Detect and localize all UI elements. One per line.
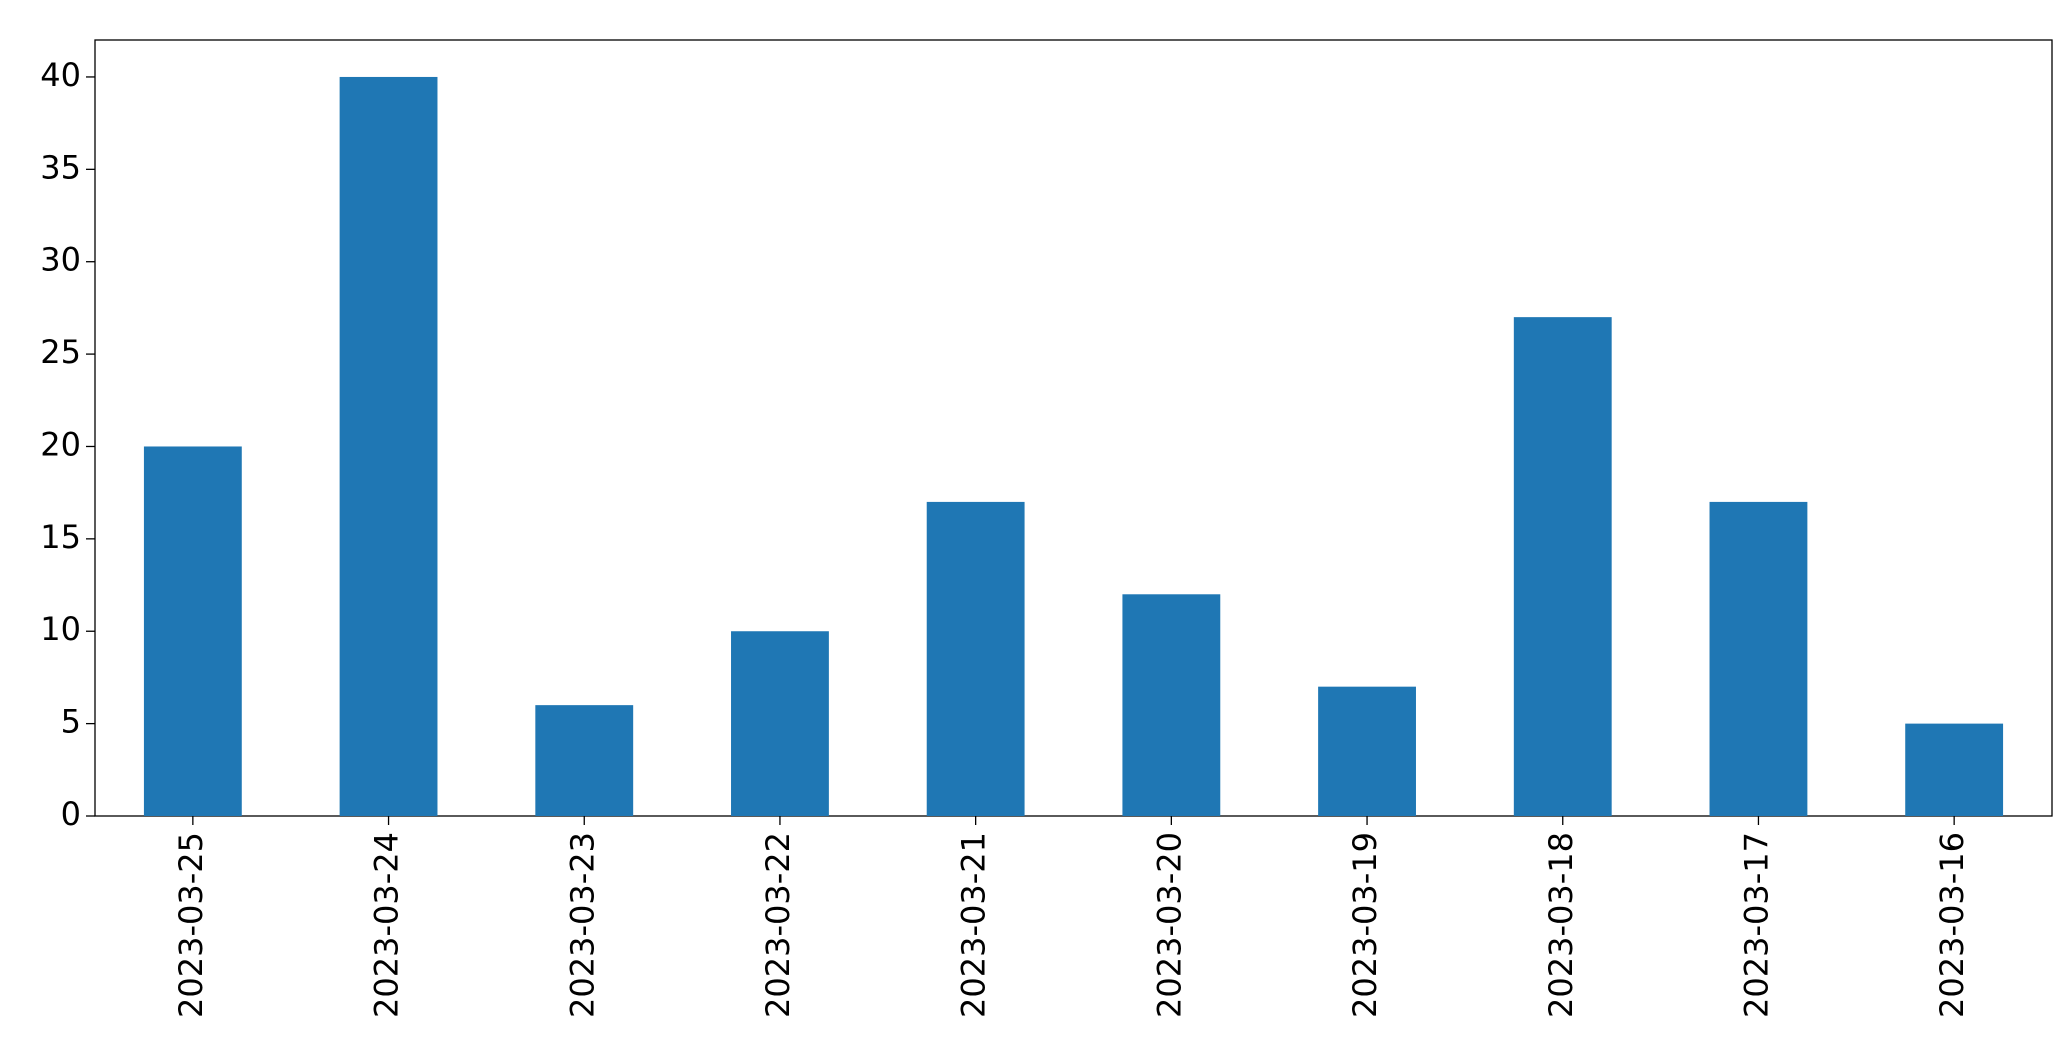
- x-tick-label: 2023-03-18: [1542, 832, 1580, 1018]
- y-tick-label: 20: [40, 425, 81, 463]
- bar: [1709, 501, 1808, 816]
- y-tick-label: 35: [40, 148, 81, 186]
- bar: [731, 631, 829, 816]
- x-tick-label: 2023-03-20: [1150, 832, 1188, 1018]
- y-tick-label: 5: [61, 703, 81, 741]
- y-tick-label: 30: [40, 241, 81, 279]
- bar: [1122, 594, 1221, 816]
- y-tick-label: 15: [40, 518, 81, 556]
- bar: [926, 501, 1025, 816]
- x-tick-label: 2023-03-21: [955, 832, 993, 1018]
- x-tick-label: 2023-03-23: [563, 832, 601, 1018]
- x-tick-label: 2023-03-25: [172, 832, 210, 1018]
- y-tick-label: 10: [40, 610, 81, 648]
- y-tick-label: 0: [61, 795, 81, 833]
- bar: [535, 705, 634, 816]
- plot-frame: [94, 39, 2053, 817]
- x-tick-label: 2023-03-24: [368, 832, 406, 1018]
- bar: [1318, 686, 1416, 816]
- x-tick-label: 2023-03-19: [1346, 832, 1384, 1018]
- x-tick-label: 2023-03-22: [759, 832, 797, 1018]
- y-tick-label: 40: [40, 56, 81, 94]
- bar: [1905, 723, 2004, 816]
- bar: [143, 446, 242, 816]
- x-tick-label: 2023-03-16: [1933, 832, 1971, 1018]
- y-tick-label: 25: [40, 333, 81, 371]
- bar: [339, 76, 438, 816]
- x-tick-label: 2023-03-17: [1737, 832, 1775, 1018]
- bar: [1513, 317, 1612, 816]
